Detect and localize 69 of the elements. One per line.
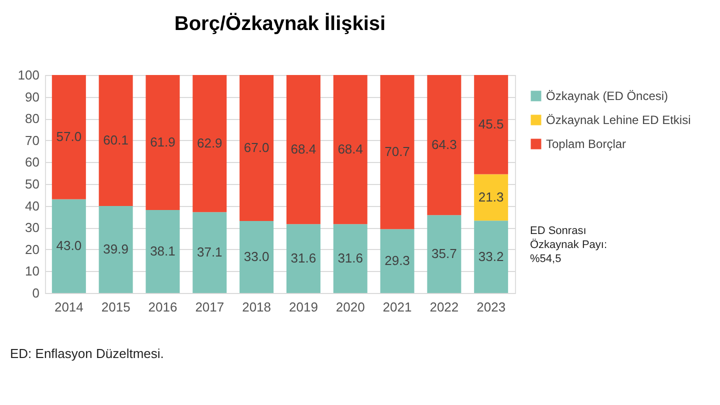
legend-label: Özkaynak Lehine ED Etkisi — [546, 113, 691, 127]
data-label: 67.0 — [244, 140, 270, 156]
bar — [98, 75, 133, 206]
y-tick-label: 0 — [32, 286, 40, 300]
bar — [380, 229, 414, 293]
y-tick-label: 80 — [25, 111, 40, 126]
legend-label: Toplam Borçlar — [546, 137, 626, 151]
data-label: 45.5 — [478, 116, 504, 132]
bar — [474, 174, 508, 221]
bar — [333, 224, 368, 293]
legend-label: Özkaynak (ED Öncesi) — [546, 89, 668, 103]
x-tick-label: 2019 — [288, 300, 318, 314]
x-tick-label: 2014 — [54, 300, 84, 314]
data-label: 57.0 — [56, 129, 82, 144]
data-label: 64.3 — [432, 137, 457, 152]
data-label: 35.7 — [432, 246, 457, 262]
data-label: 68.4 — [338, 142, 364, 157]
bar — [192, 75, 227, 212]
data-label: 21.3 — [478, 189, 504, 204]
bar — [146, 75, 180, 210]
data-label: 62.9 — [196, 136, 222, 151]
bar — [286, 75, 320, 224]
data-label: 60.1 — [103, 132, 128, 148]
y-tick-label: 20 — [25, 242, 40, 257]
x-tick-label: 2020 — [336, 300, 365, 314]
bar — [240, 221, 274, 293]
bar — [427, 75, 462, 216]
y-tick-label: 30 — [25, 220, 40, 236]
data-label: 61.9 — [150, 134, 176, 150]
data-label: 33.0 — [244, 249, 270, 264]
data-label: 33.2 — [478, 248, 504, 264]
chart-title: Borç/Özkaynak İlişkisi — [174, 12, 386, 35]
bar — [427, 215, 462, 293]
bar — [240, 75, 274, 222]
bar — [333, 75, 368, 224]
y-tick-label: 100 — [18, 68, 40, 82]
bar — [146, 210, 180, 293]
x-tick-label: 2017 — [195, 300, 224, 314]
data-label: 31.6 — [290, 250, 316, 266]
data-label: 43.0 — [56, 238, 82, 254]
bar — [286, 224, 320, 293]
text: ED Sonrası Özkaynak Payı: %54,5 — [530, 225, 608, 265]
text: ED: Enflasyon Düzeltmesi. — [10, 346, 164, 361]
bar — [192, 212, 227, 293]
y-tick-label: 10 — [25, 264, 40, 279]
data-label: 39.9 — [103, 242, 128, 257]
x-tick-label: 2021 — [382, 300, 412, 314]
data-label: 37.1 — [196, 244, 222, 260]
bar — [98, 206, 133, 293]
x-tick-label: 2015 — [101, 300, 130, 314]
x-tick-label: 2022 — [430, 300, 459, 314]
y-tick-label: 40 — [25, 198, 40, 214]
data-label: 29.3 — [384, 253, 410, 268]
data-label: 38.1 — [150, 243, 176, 258]
bar — [52, 75, 86, 200]
bar — [380, 75, 414, 230]
y-tick-label: 60 — [25, 154, 40, 170]
y-tick-label: 50 — [25, 176, 40, 192]
x-tick-label: 2018 — [242, 300, 272, 314]
x-tick-label: 2023 — [476, 300, 506, 314]
y-tick-label: 90 — [25, 89, 40, 104]
bar — [474, 75, 508, 174]
x-tick-label: 2016 — [148, 300, 178, 314]
data-label: 31.6 — [338, 250, 364, 266]
bar — [474, 220, 508, 293]
data-label: 70.7 — [384, 144, 410, 160]
bar — [52, 199, 86, 293]
y-tick-label: 70 — [25, 132, 40, 148]
data-label: 68.4 — [290, 142, 316, 157]
